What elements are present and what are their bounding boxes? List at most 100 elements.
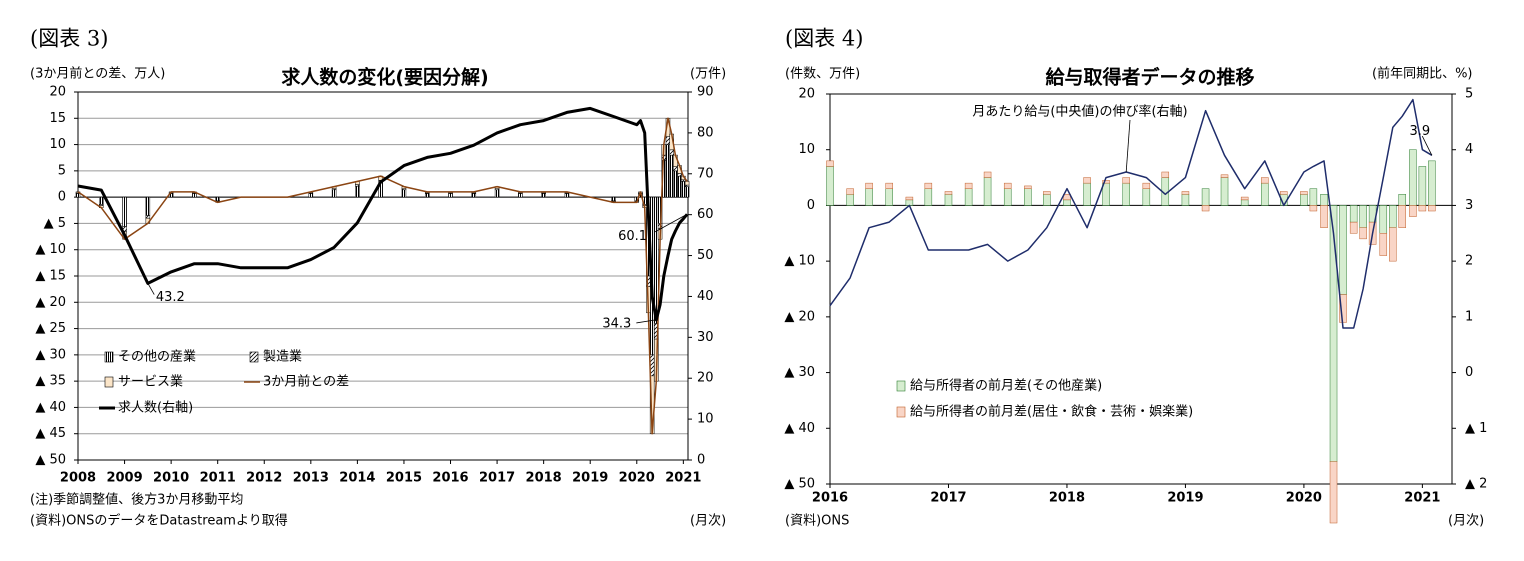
y-tick-label: 5 — [58, 163, 66, 178]
x-tick-label: 2020 — [1286, 491, 1322, 506]
bar — [541, 193, 546, 198]
bar — [1142, 182, 1151, 189]
y-tick-label: 20 — [49, 85, 66, 100]
line — [77, 117, 688, 435]
bar — [1201, 205, 1210, 212]
y2-axis-label: (万件) — [690, 67, 726, 82]
bar — [1379, 233, 1388, 256]
bar — [905, 196, 914, 201]
legend-swatch — [896, 406, 906, 418]
bar — [1102, 180, 1110, 184]
x-tick-label: 2013 — [293, 471, 329, 486]
bar — [1220, 174, 1229, 178]
bar — [1349, 205, 1358, 223]
bar — [885, 188, 893, 206]
legend-label: 求人数(右軸) — [118, 401, 193, 416]
y-tick-label: ▲ 40 — [784, 421, 815, 436]
y-tick-label: ▲ 15 — [35, 269, 66, 284]
y-tick-label: ▲ 30 — [35, 347, 66, 362]
source: (資料)ONSのデータをDatastreamより取得 — [30, 513, 288, 529]
bar — [673, 166, 678, 172]
bar — [1083, 182, 1091, 206]
bar — [494, 189, 500, 198]
bar — [1003, 188, 1012, 206]
figure-label: (図表 4) — [785, 27, 863, 51]
bar — [964, 182, 973, 189]
bar — [1043, 191, 1051, 195]
bar — [215, 196, 220, 202]
bar — [865, 188, 873, 206]
bar — [471, 193, 477, 198]
x-tick-label: 2018 — [1049, 491, 1085, 506]
y-tick-label: ▲ 50 — [35, 453, 66, 468]
bar — [1102, 182, 1110, 206]
bar — [1339, 205, 1347, 295]
bar — [401, 189, 407, 198]
leader-line — [147, 283, 155, 295]
y2-tick-label: 80 — [697, 125, 714, 140]
x-tick-label: 2009 — [106, 471, 142, 486]
y-tick-label: ▲ 45 — [35, 426, 66, 441]
x-tick-label: 2018 — [526, 471, 562, 486]
bar — [846, 188, 854, 195]
value-label: 3.9 — [1410, 124, 1431, 139]
value-label: 43.2 — [156, 290, 185, 305]
bar — [983, 177, 992, 206]
x-tick-label: 2019 — [572, 471, 608, 486]
bar — [448, 193, 453, 198]
bar — [145, 215, 151, 219]
bar — [611, 196, 616, 202]
y-tick-label: 10 — [49, 137, 66, 152]
y2-tick-label: ▲ 2 — [1465, 477, 1487, 492]
bar — [75, 193, 81, 198]
bar — [1220, 177, 1229, 206]
legend-swatch — [104, 351, 114, 363]
bar — [1122, 177, 1130, 184]
y2-axis-label: (前年同期比、%) — [1372, 66, 1473, 82]
bar — [924, 182, 933, 189]
y-axis-label: (件数、万件) — [785, 67, 860, 82]
bar — [677, 175, 682, 198]
bar — [1428, 160, 1436, 206]
leader-line — [1421, 135, 1433, 156]
bar — [944, 191, 953, 195]
y2-tick-label: 5 — [1465, 87, 1473, 102]
y2-tick-label: 0 — [697, 453, 705, 468]
legend-swatch — [104, 376, 114, 388]
bar — [1398, 194, 1406, 206]
bar — [122, 196, 127, 227]
bar — [518, 193, 523, 198]
x-tick-label: 2015 — [386, 471, 422, 486]
bar — [1003, 182, 1012, 189]
y-tick-label: 0 — [807, 198, 815, 213]
value-label: 34.3 — [602, 316, 631, 331]
y-tick-label: ▲ 5 — [44, 216, 66, 231]
value-label: 60.1 — [618, 229, 647, 244]
y2-tick-label: 90 — [697, 85, 714, 100]
bar — [424, 193, 430, 198]
x-unit: (月次) — [1448, 513, 1484, 529]
bar — [669, 154, 674, 198]
y-tick-label: ▲ 10 — [784, 254, 815, 269]
bar — [1428, 205, 1436, 212]
bar — [1122, 182, 1130, 206]
x-tick-label: 2011 — [200, 471, 236, 486]
leader-line — [636, 319, 657, 324]
bar — [1398, 205, 1406, 228]
bar — [1389, 227, 1397, 262]
y2-tick-label: 60 — [697, 207, 714, 222]
bar — [964, 188, 973, 206]
bar — [669, 149, 674, 156]
legend-label: 給与所得者の前月差(その他産業) — [910, 378, 1102, 394]
line — [829, 98, 1433, 329]
bar — [681, 181, 686, 198]
y2-tick-label: 2 — [1465, 254, 1473, 269]
y-tick-label: ▲ 50 — [784, 477, 815, 492]
bar — [1309, 205, 1318, 212]
bar — [1083, 177, 1091, 184]
leader-line — [654, 213, 688, 233]
legend-label: 製造業 — [263, 349, 302, 365]
x-unit: (月次) — [690, 513, 726, 529]
